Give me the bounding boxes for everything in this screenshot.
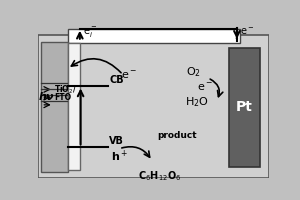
Bar: [68, 29, 240, 43]
Text: Pt: Pt: [236, 100, 253, 114]
Text: e$^-$: e$^-$: [121, 70, 137, 81]
Text: e$^-$: e$^-$: [196, 82, 213, 93]
Text: e$^-$: e$^-$: [240, 26, 254, 37]
Bar: [229, 48, 260, 167]
Text: FTO: FTO: [54, 93, 71, 102]
Text: TiO$_2$/: TiO$_2$/: [54, 83, 77, 96]
Text: hν: hν: [39, 92, 55, 102]
Text: CB: CB: [109, 75, 124, 85]
Text: VB: VB: [109, 136, 124, 146]
Text: h$^+$: h$^+$: [111, 149, 128, 164]
Text: H$_2$O: H$_2$O: [185, 96, 209, 109]
Text: O$_2$: O$_2$: [186, 65, 201, 79]
Text: C$_6$H$_{12}$O$_6$: C$_6$H$_{12}$O$_6$: [138, 169, 182, 183]
Text: product: product: [157, 130, 196, 140]
Bar: [41, 42, 68, 172]
Bar: [68, 43, 80, 170]
Text: e$_i^-$: e$_i^-$: [83, 25, 97, 39]
